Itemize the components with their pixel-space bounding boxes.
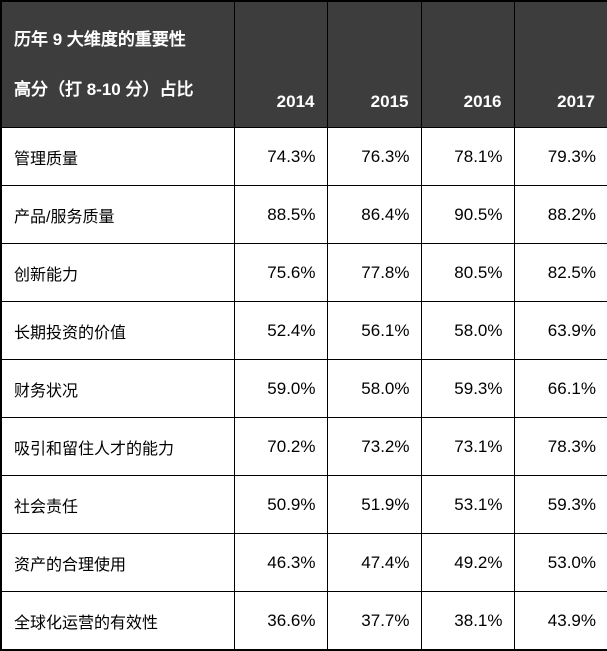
year-header-2014: 2014 — [233, 0, 328, 128]
value-cell: 59.0% — [233, 359, 328, 418]
value-cell: 56.1% — [326, 301, 422, 360]
table-title-line1: 历年 9 大维度的重要性 — [14, 29, 186, 49]
table-row: 社会责任 50.9% 51.9% 53.1% 59.3% — [0, 475, 607, 534]
row-label: 创新能力 — [0, 243, 235, 302]
value-cell: 53.0% — [513, 533, 607, 592]
table-title-cell: 历年 9 大维度的重要性 高分（打 8-10 分）占比 — [0, 0, 235, 128]
year-header-2016: 2016 — [420, 0, 515, 128]
value-cell: 80.5% — [420, 243, 515, 302]
value-cell: 75.6% — [233, 243, 328, 302]
row-label: 财务状况 — [0, 359, 235, 418]
value-cell: 37.7% — [326, 591, 422, 651]
value-cell: 53.1% — [420, 475, 515, 534]
table-row: 产品/服务质量 88.5% 86.4% 90.5% 88.2% — [0, 185, 607, 244]
value-cell: 79.3% — [513, 127, 607, 186]
row-label: 资产的合理使用 — [0, 533, 235, 592]
value-cell: 78.1% — [420, 127, 515, 186]
value-cell: 70.2% — [233, 417, 328, 476]
value-cell: 88.5% — [233, 185, 328, 244]
value-cell: 58.0% — [326, 359, 422, 418]
year-header-2017: 2017 — [513, 0, 607, 128]
value-cell: 46.3% — [233, 533, 328, 592]
value-cell: 59.3% — [513, 475, 607, 534]
year-header-2015: 2015 — [326, 0, 422, 128]
value-cell: 73.1% — [420, 417, 515, 476]
value-cell: 76.3% — [326, 127, 422, 186]
table-row: 管理质量 74.3% 76.3% 78.1% 79.3% — [0, 127, 607, 186]
value-cell: 58.0% — [420, 301, 515, 360]
value-cell: 47.4% — [326, 533, 422, 592]
table-row: 资产的合理使用 46.3% 47.4% 49.2% 53.0% — [0, 533, 607, 592]
value-cell: 88.2% — [513, 185, 607, 244]
value-cell: 66.1% — [513, 359, 607, 418]
row-label: 产品/服务质量 — [0, 185, 235, 244]
value-cell: 51.9% — [326, 475, 422, 534]
value-cell: 49.2% — [420, 533, 515, 592]
row-label: 全球化运营的有效性 — [0, 591, 235, 651]
table-row: 财务状况 59.0% 58.0% 59.3% 66.1% — [0, 359, 607, 418]
table-row: 吸引和留住人才的能力 70.2% 73.2% 73.1% 78.3% — [0, 417, 607, 476]
value-cell: 78.3% — [513, 417, 607, 476]
header-row: 历年 9 大维度的重要性 高分（打 8-10 分）占比 2014 2015 20… — [0, 0, 607, 128]
table-row: 全球化运营的有效性 36.6% 37.7% 38.1% 43.9% — [0, 591, 607, 651]
value-cell: 74.3% — [233, 127, 328, 186]
value-cell: 77.8% — [326, 243, 422, 302]
value-cell: 43.9% — [513, 591, 607, 651]
row-label: 管理质量 — [0, 127, 235, 186]
value-cell: 90.5% — [420, 185, 515, 244]
value-cell: 82.5% — [513, 243, 607, 302]
row-label: 吸引和留住人才的能力 — [0, 417, 235, 476]
row-label: 长期投资的价值 — [0, 301, 235, 360]
row-label: 社会责任 — [0, 475, 235, 534]
table-row: 创新能力 75.6% 77.8% 80.5% 82.5% — [0, 243, 607, 302]
table-title-line2: 高分（打 8-10 分）占比 — [14, 79, 194, 99]
value-cell: 50.9% — [233, 475, 328, 534]
value-cell: 36.6% — [233, 591, 328, 651]
value-cell: 52.4% — [233, 301, 328, 360]
value-cell: 63.9% — [513, 301, 607, 360]
value-cell: 73.2% — [326, 417, 422, 476]
value-cell: 86.4% — [326, 185, 422, 244]
table-row: 长期投资的价值 52.4% 56.1% 58.0% 63.9% — [0, 301, 607, 360]
value-cell: 59.3% — [420, 359, 515, 418]
value-cell: 38.1% — [420, 591, 515, 651]
